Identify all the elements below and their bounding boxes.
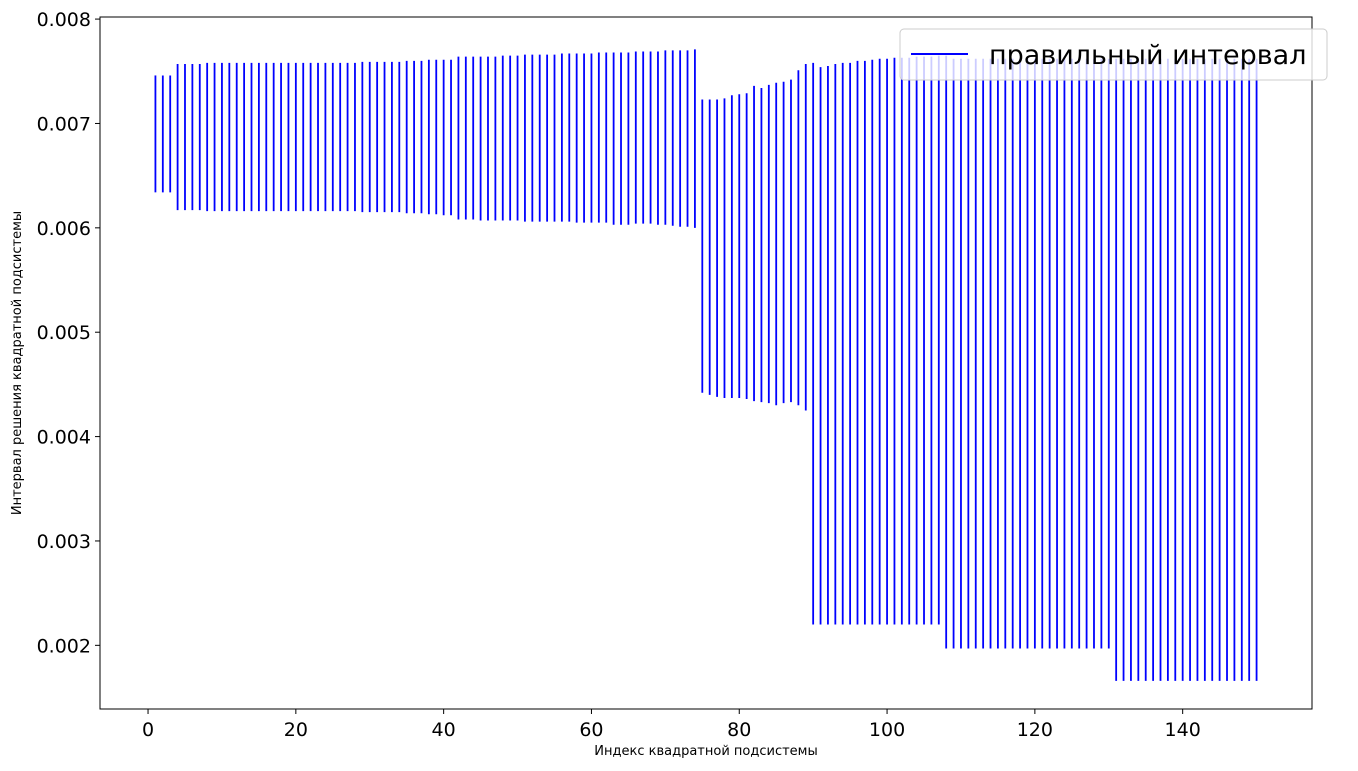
y-tick-label: 0.005 (37, 322, 91, 344)
y-tick-label: 0.007 (37, 113, 91, 135)
legend-box (899, 28, 1328, 81)
plot-frame (99, 16, 1313, 710)
x-tick-label: 100 (869, 719, 905, 741)
x-tick-label: 140 (1165, 719, 1201, 741)
legend-label: правильный интервал (989, 40, 1306, 71)
y-tick-label: 0.004 (37, 427, 91, 449)
x-tick-label: 80 (727, 719, 751, 741)
x-tick-label: 120 (1017, 719, 1053, 741)
y-tick-label: 0.006 (37, 218, 91, 240)
x-tick-label: 60 (579, 719, 603, 741)
legend: правильный интервал (899, 28, 1328, 81)
y-tick-label: 0.008 (37, 9, 91, 31)
y-axis: 0.002 0.003 0.004 0.005 0.006 0.007 0.008 (37, 9, 100, 657)
x-tick-label: 20 (284, 719, 308, 741)
x-tick-label: 40 (432, 719, 456, 741)
x-axis-label: Индекс квадратной подсистемы (594, 744, 817, 759)
interval-lines (154, 49, 1258, 681)
y-tick-label: 0.002 (37, 635, 91, 657)
y-tick-label: 0.003 (37, 531, 91, 553)
x-axis: 0 20 40 60 80 100 120 140 (142, 709, 1201, 741)
x-tick-label: 0 (142, 719, 154, 741)
y-axis-label: Интервал решения квадратной подсистемы (10, 211, 25, 515)
